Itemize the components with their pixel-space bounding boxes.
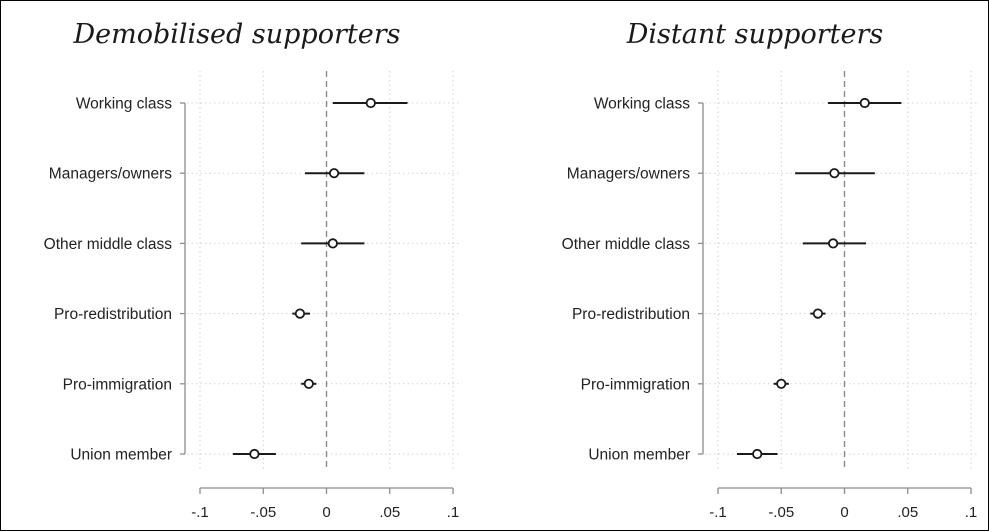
x-tick-label: -.1: [709, 504, 727, 521]
y-tick-label: Pro-immigration: [581, 376, 690, 393]
x-tick-label: .05: [897, 504, 918, 521]
point-estimate: [859, 97, 870, 109]
point-estimate: [303, 378, 314, 389]
chart-title: Distant supporters: [626, 19, 883, 50]
point-estimate: [828, 238, 839, 249]
y-tick-label: Working class: [76, 96, 172, 113]
y-tick-label: Union member: [588, 447, 690, 464]
y-tick-label: Pro-redistribution: [572, 306, 690, 323]
y-tick-label: Working class: [594, 96, 690, 113]
y-tick-label: Union member: [70, 447, 172, 464]
point-estimate: [829, 168, 840, 179]
point-estimate: [249, 448, 260, 460]
point-estimate: [365, 97, 376, 109]
point-estimate: [812, 308, 824, 319]
x-tick-label: 0: [840, 504, 848, 521]
point-estimate: [328, 168, 340, 179]
x-tick-label: -.1: [191, 504, 209, 521]
point-estimate: [752, 448, 763, 460]
chart-panel-1: Demobilised supporters Working class Manag…: [44, 19, 461, 521]
x-tick-label: .1: [447, 504, 460, 521]
y-tick-label: Managers/owners: [567, 166, 690, 183]
y-tick-label: Pro-redistribution: [54, 306, 172, 323]
x-tick-label: .05: [379, 504, 400, 521]
chart-title: Demobilised supporters: [73, 19, 401, 50]
point-estimate: [776, 378, 787, 389]
point-estimate: [294, 308, 306, 319]
x-tick-label: -.05: [768, 504, 794, 521]
y-tick-label: Managers/owners: [49, 166, 172, 183]
x-tick-label: -.05: [250, 504, 276, 521]
y-tick-label: Other middle class: [562, 236, 691, 253]
point-estimate: [327, 238, 338, 249]
x-tick-label: .1: [965, 504, 978, 521]
y-tick-label: Other middle class: [44, 236, 173, 253]
x-tick-label: 0: [322, 504, 330, 521]
chart-panel-2: Distant supporters Working class Managers/…: [562, 19, 979, 521]
y-tick-label: Pro-immigration: [63, 376, 172, 393]
